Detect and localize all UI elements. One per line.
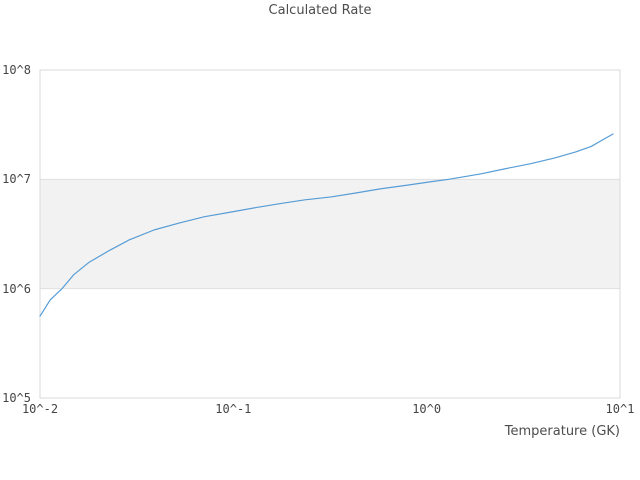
y-tick-label-1e5: 10^5 bbox=[2, 391, 31, 405]
x-tick-label-1e1: 10^1 bbox=[605, 402, 635, 416]
y-tick-label-1e6: 10^6 bbox=[2, 281, 31, 296]
y-tick-label-1e8: 10^8 bbox=[2, 63, 31, 77]
x-axis-label: Temperature (GK) bbox=[504, 424, 620, 439]
highlight-band bbox=[40, 179, 620, 289]
rate-line bbox=[39, 133, 614, 317]
chart-title: Calculated Rate bbox=[268, 3, 372, 18]
x-tick-label-1e-2: 10^-2 bbox=[21, 402, 59, 416]
plot-border bbox=[39, 69, 621, 399]
y-tick-label-1e7: 10^7 bbox=[2, 172, 31, 187]
x-tick-label-1e0: 10^0 bbox=[412, 402, 442, 416]
x-tick-label-1e-1: 10^-1 bbox=[215, 402, 252, 416]
